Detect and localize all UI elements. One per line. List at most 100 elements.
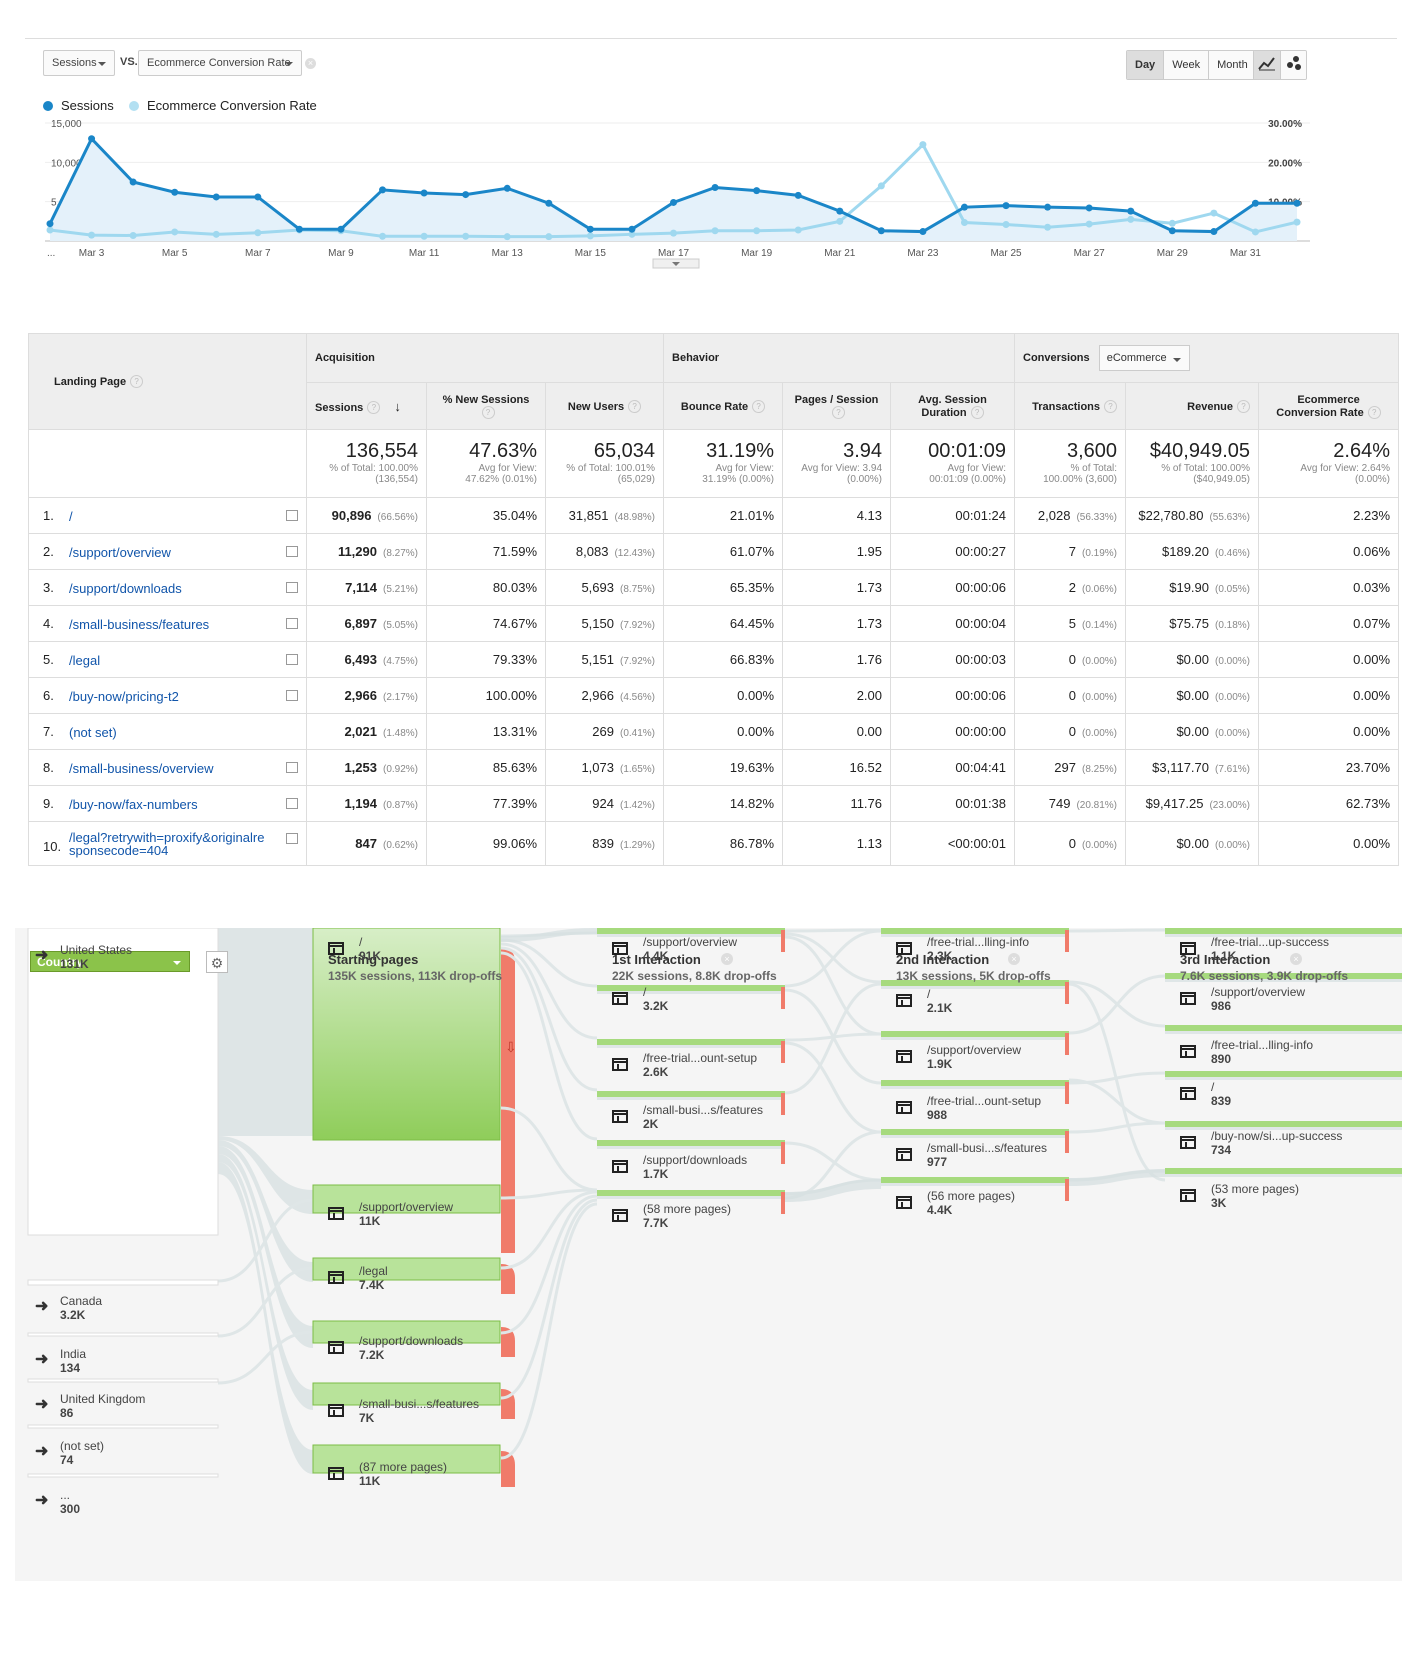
sessions-point[interactable] [379, 186, 387, 194]
landing-page-link[interactable]: /small-business/features [69, 617, 210, 633]
sessions-point[interactable] [1127, 207, 1135, 215]
flow-link[interactable] [784, 1041, 882, 1134]
flow-link[interactable] [1068, 928, 1166, 933]
sessions-point[interactable] [337, 225, 345, 233]
dropoff-bar[interactable] [1065, 930, 1069, 952]
sessions-point[interactable] [1002, 202, 1010, 210]
sessions-point[interactable] [711, 184, 719, 192]
help-icon[interactable]: ? [367, 400, 381, 414]
country-node-bar[interactable] [27, 1332, 219, 1337]
external-link-icon[interactable] [286, 689, 298, 701]
legend-conversion[interactable]: Ecommerce Conversion Rate [129, 98, 317, 113]
flow-link[interactable] [1069, 1169, 1165, 1186]
close-circle-icon[interactable]: × [1008, 953, 1020, 965]
conversion-point[interactable] [753, 227, 761, 235]
country-node-bar[interactable] [27, 1378, 219, 1383]
conversion-point[interactable] [254, 229, 262, 237]
landing-page-link[interactable]: /buy-now/pricing-t2 [69, 689, 179, 705]
country-node[interactable]: ➜... 300 [35, 1488, 80, 1516]
period-month-button[interactable]: Month [1208, 51, 1256, 79]
starting-node-bar[interactable] [312, 928, 501, 1141]
column-header[interactable]: Transactions? [1014, 382, 1127, 430]
page-node-label[interactable]: /839 [1180, 1080, 1231, 1108]
starting-node-bar[interactable] [312, 1320, 501, 1344]
conversion-point[interactable] [1002, 220, 1010, 228]
interaction-node-bar[interactable] [881, 1080, 1069, 1086]
page-node-label[interactable]: /small-busi...s/features 2K [612, 1103, 763, 1131]
dropoff-bar[interactable] [781, 1142, 785, 1164]
flow-link[interactable] [784, 982, 882, 1095]
period-week-button[interactable]: Week [1163, 51, 1209, 79]
conversion-point[interactable] [711, 227, 719, 235]
page-node-label[interactable]: /free-trial...up-success 1.1K [1180, 935, 1329, 963]
page-node-label[interactable]: /91K [328, 935, 381, 963]
close-circle-icon[interactable]: × [1290, 953, 1302, 965]
sessions-point[interactable] [420, 189, 428, 197]
conversion-point[interactable] [171, 228, 179, 236]
metric2-select[interactable]: Ecommerce Conversion Rate [138, 50, 302, 76]
flow-link[interactable] [218, 1140, 313, 1282]
landing-page-link[interactable]: /small-business/overview [69, 761, 214, 777]
column-header[interactable]: Bounce Rate? [663, 382, 784, 430]
external-link-icon[interactable] [286, 617, 298, 629]
page-node-label[interactable]: /support/overview 4.4K [612, 935, 737, 963]
conversion-point[interactable] [1251, 228, 1259, 236]
help-icon[interactable]: ? [481, 405, 495, 419]
flow-link[interactable] [500, 1202, 598, 1460]
landing-page-link[interactable]: /support/downloads [69, 581, 182, 597]
page-node-label[interactable]: (53 more pages) 3K [1180, 1182, 1299, 1210]
conversion-point[interactable] [628, 230, 636, 238]
dropoff-bar[interactable] [501, 1264, 515, 1294]
country-node[interactable]: ➜ Canada 3.2K [35, 1294, 102, 1322]
page-node-label[interactable]: /2.1K [896, 987, 952, 1015]
sessions-point[interactable] [1168, 227, 1176, 235]
sessions-point[interactable] [877, 227, 885, 235]
country-node-bar[interactable] [27, 1424, 219, 1429]
legend-sessions[interactable]: Sessions [43, 98, 114, 113]
dropoff-bar[interactable] [781, 987, 785, 1009]
country-node-bar[interactable] [27, 1279, 219, 1286]
flow-link[interactable] [500, 938, 598, 988]
dropoff-bar[interactable] [1065, 1131, 1069, 1153]
interaction-node-bar[interactable] [1165, 973, 1402, 979]
sort-arrow-icon[interactable]: ↓ [394, 398, 401, 414]
column-header[interactable]: Pages / Session? [782, 382, 892, 430]
conversion-point[interactable] [919, 141, 927, 149]
dropoff-bar[interactable] [781, 1093, 785, 1115]
conversion-point[interactable] [1044, 223, 1052, 231]
flow-link[interactable] [218, 1136, 313, 1214]
sessions-point[interactable] [628, 225, 636, 233]
starting-node-bar[interactable] [312, 1444, 501, 1474]
interaction-node-bar[interactable] [1165, 1071, 1402, 1077]
country-node-bar[interactable] [27, 1473, 219, 1478]
page-node-label[interactable]: /support/overview 986 [1180, 985, 1305, 1013]
flow-link[interactable] [500, 946, 598, 1092]
page-node-label[interactable]: /support/overview 1.9K [896, 1043, 1021, 1071]
interaction-node-bar[interactable] [881, 1177, 1069, 1183]
column-header[interactable]: Avg. Session Duration? [890, 382, 1016, 430]
sessions-point[interactable] [1251, 199, 1259, 207]
interaction-node-bar[interactable] [1165, 1121, 1402, 1127]
help-icon[interactable]: ? [130, 375, 144, 388]
conversion-point[interactable] [503, 233, 511, 241]
help-icon[interactable]: ? [628, 399, 642, 413]
flow-link[interactable] [217, 1198, 314, 1283]
page-node-label[interactable]: /buy-now/si...up-success 734 [1180, 1129, 1342, 1157]
flow-link[interactable] [500, 1198, 598, 1400]
country-node-bar[interactable] [27, 928, 219, 1236]
conversion-point[interactable] [1210, 209, 1218, 217]
flow-link[interactable] [217, 1266, 314, 1338]
column-header[interactable]: Revenue? [1125, 382, 1260, 430]
conversion-point[interactable] [960, 219, 968, 227]
page-node-label[interactable]: /support/downloads 7.2K [328, 1334, 463, 1362]
conversion-point[interactable] [586, 232, 594, 240]
interaction-node-bar[interactable] [881, 928, 1069, 934]
flow-link[interactable] [500, 942, 598, 1040]
external-link-icon[interactable] [286, 653, 298, 665]
landing-page-link[interactable]: (not set) [69, 725, 117, 741]
interaction-node-bar[interactable] [1165, 1025, 1402, 1031]
help-icon[interactable]: ? [1237, 399, 1251, 413]
page-node-label[interactable]: /small-busi...s/features 7K [328, 1397, 479, 1425]
conversions-select[interactable]: eCommerce [1098, 345, 1190, 371]
conversion-point[interactable] [836, 217, 844, 225]
